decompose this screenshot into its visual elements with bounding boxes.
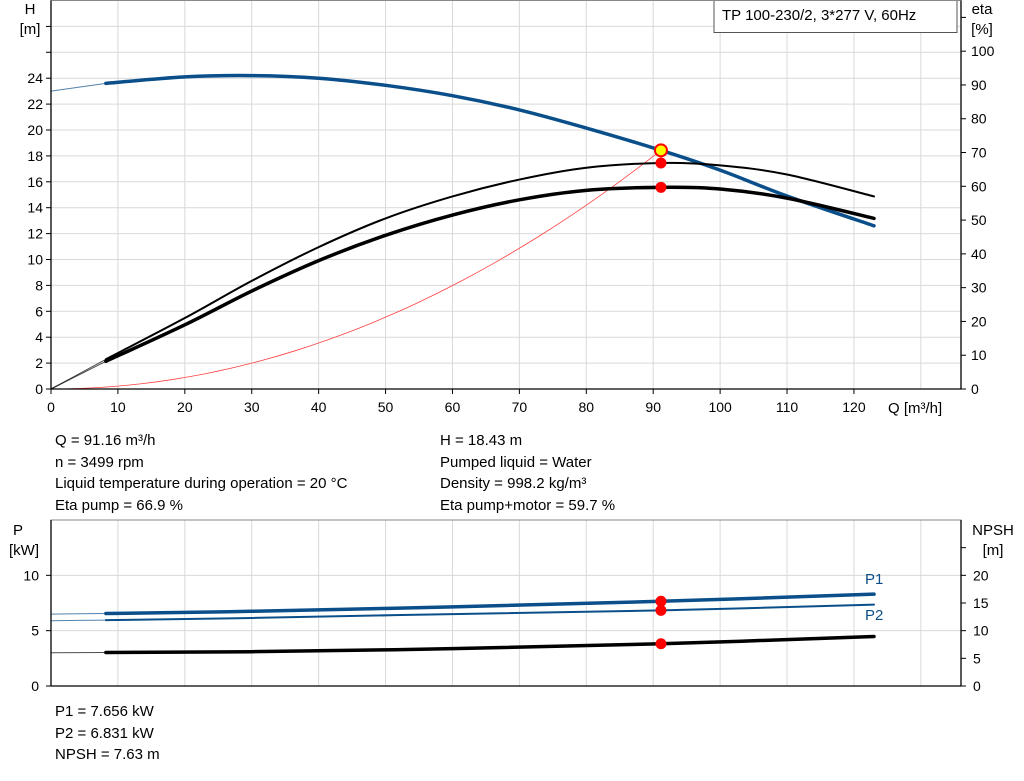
p-tick-label: 5: [31, 623, 39, 639]
info-liquid: Pumped liquid = Water: [440, 454, 592, 471]
h-tick-label: 10: [27, 252, 43, 268]
eta-tick-label: 30: [971, 280, 987, 296]
h-tick-label: 0: [35, 381, 43, 397]
h-tick-label: 14: [27, 200, 43, 216]
p-tick-label: 10: [23, 567, 39, 583]
plot-frame: [50, 0, 962, 390]
operating-point: [655, 638, 667, 650]
x-tick-label: 90: [645, 399, 661, 415]
info-p2: P2 = 6.831 kW: [55, 725, 155, 742]
npsh-tick-label: 15: [973, 595, 989, 611]
h-tick-label: 22: [27, 96, 43, 112]
head-curve-extrapolated: [50, 82, 106, 92]
npsh-tick-label: 0: [973, 678, 981, 694]
info-temperature: Liquid temperature during operation = 20…: [55, 475, 348, 492]
npsh-axis-label: NPSH: [972, 522, 1014, 539]
info-bottom: P1 = 7.656 kW P2 = 6.831 kW NPSH = 7.63 …: [55, 703, 160, 763]
p2-curve: [104, 603, 876, 622]
h-tick-label: 24: [27, 70, 43, 86]
operating-point: [655, 604, 667, 616]
top-grid: [51, 0, 961, 389]
npsh-tick-label: 20: [973, 567, 989, 583]
q-axis-label: Q [m³/h]: [888, 400, 942, 417]
title-box: TP 100-230/2, 3*277 V, 60Hz: [713, 0, 958, 33]
h-tick-label: 4: [35, 329, 43, 345]
operating-point: [655, 595, 667, 607]
x-tick-label: 10: [110, 399, 126, 415]
eta-tick-label: 90: [971, 77, 987, 93]
npsh-axis-unit: [m]: [983, 542, 1004, 559]
h-tick-label: 6: [35, 303, 43, 319]
npsh-curve: [104, 634, 876, 655]
plot-frame: [50, 519, 962, 687]
x-tick-label: 70: [512, 399, 528, 415]
p2-curve-extrapolated: [50, 619, 106, 622]
curves: [50, 73, 876, 655]
info-npsh: NPSH = 7.63 m: [55, 746, 160, 763]
info-eta-pump-motor: Eta pump+motor = 59.7 %: [440, 497, 615, 514]
eta-axis-unit: [%]: [971, 21, 993, 38]
eta-tick-label: 70: [971, 145, 987, 161]
eta-tick-label: 20: [971, 313, 987, 329]
info-h: H = 18.43 m: [440, 432, 522, 449]
x-tick-label: 20: [177, 399, 193, 415]
eta-pump-motor-curve-extrapolated: [50, 360, 107, 390]
eta-tick-label: 10: [971, 347, 987, 363]
eta-pump-curve: [104, 161, 876, 361]
p1-series-label: P1: [865, 571, 883, 588]
bottom-grid: [51, 520, 961, 686]
eta-tick-label: 100: [971, 43, 995, 59]
h-tick-label: 8: [35, 277, 43, 293]
npsh-tick-label: 5: [973, 650, 981, 666]
eta-axis-label: eta: [972, 1, 994, 18]
info-top: Q = 91.16 m³/h n = 3499 rpm Liquid tempe…: [55, 432, 615, 514]
p-axis-unit: [kW]: [9, 542, 39, 559]
x-tick-label: 120: [842, 399, 866, 415]
p1-curve-extrapolated: [50, 613, 106, 615]
x-tick-label: 50: [378, 399, 394, 415]
p1-curve: [104, 592, 876, 616]
operating-point: [655, 157, 667, 169]
title-box-text: TP 100-230/2, 3*277 V, 60Hz: [722, 7, 916, 24]
operating-point: [655, 181, 667, 193]
h-tick-label: 20: [27, 122, 43, 138]
info-speed: n = 3499 rpm: [55, 454, 144, 471]
x-tick-label: 100: [708, 399, 732, 415]
h-axis-unit: [m]: [20, 21, 41, 38]
system-curve: [50, 150, 662, 390]
h-tick-label: 12: [27, 226, 43, 242]
info-p1: P1 = 7.656 kW: [55, 703, 155, 720]
eta-tick-label: 60: [971, 178, 987, 194]
p-tick-label: 0: [31, 678, 39, 694]
x-tick-label: 30: [244, 399, 260, 415]
x-tick-label: 40: [311, 399, 327, 415]
x-tick-label: 60: [445, 399, 461, 415]
info-q: Q = 91.16 m³/h: [55, 432, 155, 449]
info-density: Density = 998.2 kg/m³: [440, 475, 586, 492]
eta-tick-label: 40: [971, 246, 987, 262]
h-tick-label: 16: [27, 174, 43, 190]
x-tick-label: 110: [776, 399, 799, 415]
eta-tick-label: 0: [971, 381, 979, 397]
eta-tick-label: 80: [971, 111, 987, 127]
npsh-tick-label: 10: [973, 623, 989, 639]
eta-tick-label: 50: [971, 212, 987, 228]
x-tick-label: 80: [579, 399, 595, 415]
h-tick-label: 2: [35, 355, 43, 371]
info-eta-pump: Eta pump = 66.9 %: [55, 497, 183, 514]
eta-pump-motor-curve: [104, 185, 876, 364]
p2-series-label: P2: [865, 607, 883, 624]
h-tick-label: 18: [27, 148, 43, 164]
h-axis-label: H: [25, 1, 36, 18]
operating-point: [653, 143, 668, 158]
ticks: 0 10 20 30 40 50 60 70 80 90 100 110 120024681012141…: [23, 0, 995, 694]
p-axis-label: P: [13, 522, 23, 539]
head-curve: [104, 73, 876, 228]
x-tick-label: 0: [47, 399, 55, 415]
